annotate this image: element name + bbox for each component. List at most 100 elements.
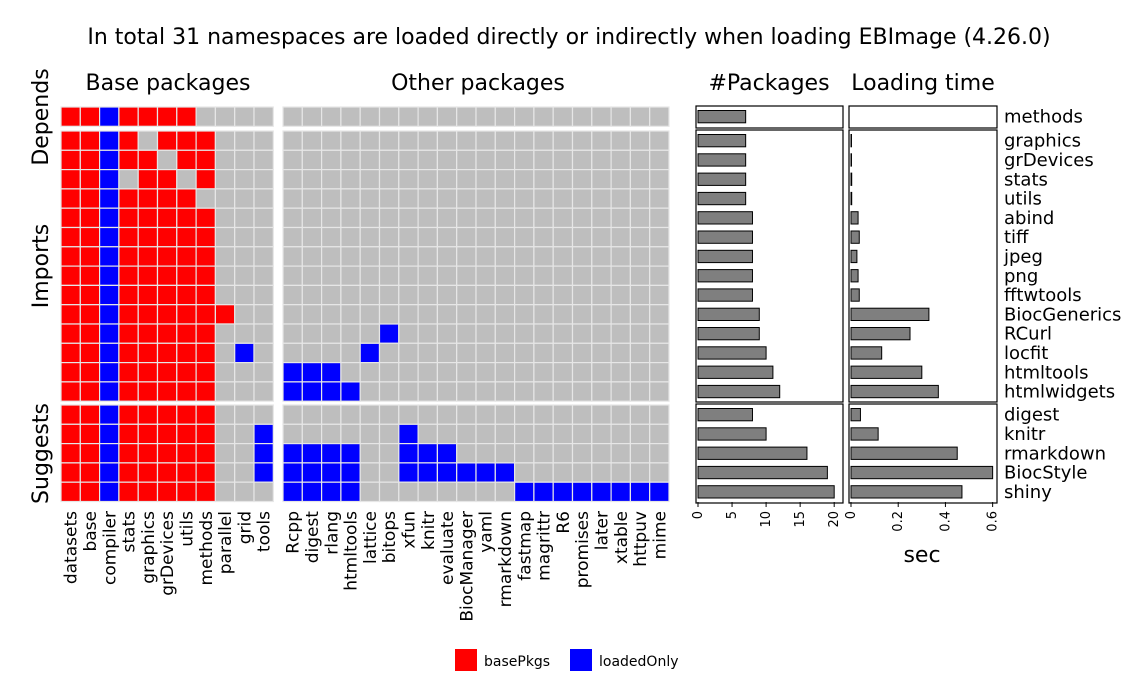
cell-htmltools-grid [234, 362, 255, 383]
cell-htmlwidgets-stats [118, 381, 139, 402]
cell-abind-tools [253, 207, 274, 229]
cell-htmlwidgets-rmarkdown [494, 381, 516, 402]
cell-utils-knitr [417, 188, 439, 209]
cell-grDevices-magrittr [533, 149, 554, 171]
cell-graphics-parallel [214, 130, 236, 151]
cell-grDevices-tools [253, 149, 274, 171]
loading-time-panel: 0 0.2 0.4 0.6 [844, 105, 1001, 532]
cell-utils-R6 [552, 188, 574, 209]
cell-abind-digest [301, 207, 323, 229]
cell-stats-bitops [378, 169, 400, 190]
cell-htmlwidgets-mime [649, 381, 670, 402]
loadtime-bar-htmltools [850, 365, 923, 379]
base-column-label-compiler: compiler [100, 511, 120, 585]
cell-RCurl-utils [176, 323, 197, 344]
base-column-label-utils: utils [177, 511, 197, 547]
cell-fftwtools-digest [301, 284, 323, 306]
cell-BiocStyle-promises [571, 462, 593, 483]
cell-abind-methods [195, 207, 217, 229]
cell-abind-xfun [398, 207, 419, 229]
cell-rmarkdown-promises [571, 443, 593, 464]
cell-tiff-htmltools [340, 226, 361, 248]
cell-methods-httpuv [629, 106, 651, 127]
cell-stats-parallel [214, 169, 236, 190]
base-column-label-methods: methods [197, 511, 217, 586]
cell-jpeg-grid [234, 246, 255, 267]
cell-shiny-lattice [359, 481, 381, 503]
cell-RCurl-grid [234, 323, 255, 344]
legend: basePkgs loadedOnly [455, 649, 679, 671]
cell-utils-fastmap [513, 188, 535, 209]
cell-grDevices-graphics [137, 149, 159, 171]
cell-BiocGenerics-lattice [359, 304, 381, 325]
npackages-tick-label: 20 [827, 511, 842, 528]
cell-htmlwidgets-graphics [137, 381, 159, 402]
cell-png-tools [253, 265, 274, 287]
cell-knitr-graphics [137, 423, 159, 445]
row-label-fftwtools: fftwtools [1004, 285, 1082, 306]
cell-jpeg-promises [571, 246, 593, 267]
other-column-label-later: later [592, 511, 612, 550]
cell-stats-utils [176, 169, 197, 190]
cell-grDevices-BiocManager [456, 149, 477, 171]
row-label-BiocStyle: BiocStyle [1004, 463, 1087, 484]
cell-stats-rlang [321, 169, 342, 190]
cell-utils-xfun [398, 188, 419, 209]
column-labels: datasets base compiler stats graphics grDevic… [62, 511, 671, 622]
cell-knitr-methods [195, 423, 217, 445]
cell-digest-methods [195, 404, 217, 425]
cell-grDevices-fastmap [513, 149, 535, 171]
cell-tiff-Rcpp [282, 226, 303, 248]
cell-fftwtools-grDevices [156, 284, 178, 306]
cell-BiocStyle-htmltools [340, 462, 361, 483]
cell-utils-magrittr [533, 188, 554, 209]
cell-grDevices-later [591, 149, 612, 171]
other-column-label-xtable: xtable [612, 511, 632, 564]
cell-BiocGenerics-compiler [98, 304, 120, 325]
cell-abind-compiler [98, 207, 120, 229]
cell-shiny-datasets [60, 481, 81, 503]
cell-digest-datasets [60, 404, 81, 425]
n-packages-panel: 0 5 10 15 20 [691, 105, 844, 528]
cell-RCurl-stats [118, 323, 139, 344]
cell-RCurl-rmarkdown [494, 323, 516, 344]
cell-grDevices-datasets [60, 149, 81, 171]
cell-graphics-utils [176, 130, 197, 151]
cell-png-promises [571, 265, 593, 287]
cell-BiocGenerics-bitops [378, 304, 400, 325]
cell-htmltools-utils [176, 362, 197, 383]
cell-tiff-mime [649, 226, 670, 248]
header-other-packages: Other packages [391, 71, 565, 96]
cell-BiocGenerics-magrittr [533, 304, 554, 325]
cell-digest-magrittr [533, 404, 554, 425]
cell-BiocStyle-magrittr [533, 462, 554, 483]
cell-abind-lattice [359, 207, 381, 229]
cell-fftwtools-promises [571, 284, 593, 306]
cell-abind-mime [649, 207, 670, 229]
cell-locfit-stats [118, 342, 139, 364]
cell-tiff-digest [301, 226, 323, 248]
cell-abind-grDevices [156, 207, 178, 229]
other-column-label-rlang: rlang [322, 511, 342, 555]
cell-grDevices-parallel [214, 149, 236, 171]
npackages-bar-fftwtools [697, 288, 753, 302]
cell-RCurl-base [79, 323, 101, 344]
cell-png-evaluate [436, 265, 458, 287]
cell-locfit-htmltools [340, 342, 361, 364]
cell-rmarkdown-base [79, 443, 101, 464]
row-label-methods: methods [1004, 107, 1083, 128]
cell-shiny-methods [195, 481, 217, 503]
cell-stats-later [591, 169, 612, 190]
cell-fftwtools-bitops [378, 284, 400, 306]
cell-knitr-later [591, 423, 612, 445]
cell-methods-utils [176, 106, 197, 127]
cell-stats-promises [571, 169, 593, 190]
cell-BiocGenerics-R6 [552, 304, 574, 325]
cell-rmarkdown-htmltools [340, 443, 361, 464]
loadtime-bar-png [850, 269, 859, 283]
cell-BiocStyle-R6 [552, 462, 574, 483]
cell-stats-tools [253, 169, 274, 190]
cell-locfit-BiocManager [456, 342, 477, 364]
cell-stats-yaml [475, 169, 496, 190]
legend-label-loadedOnly: loadedOnly [599, 654, 679, 670]
